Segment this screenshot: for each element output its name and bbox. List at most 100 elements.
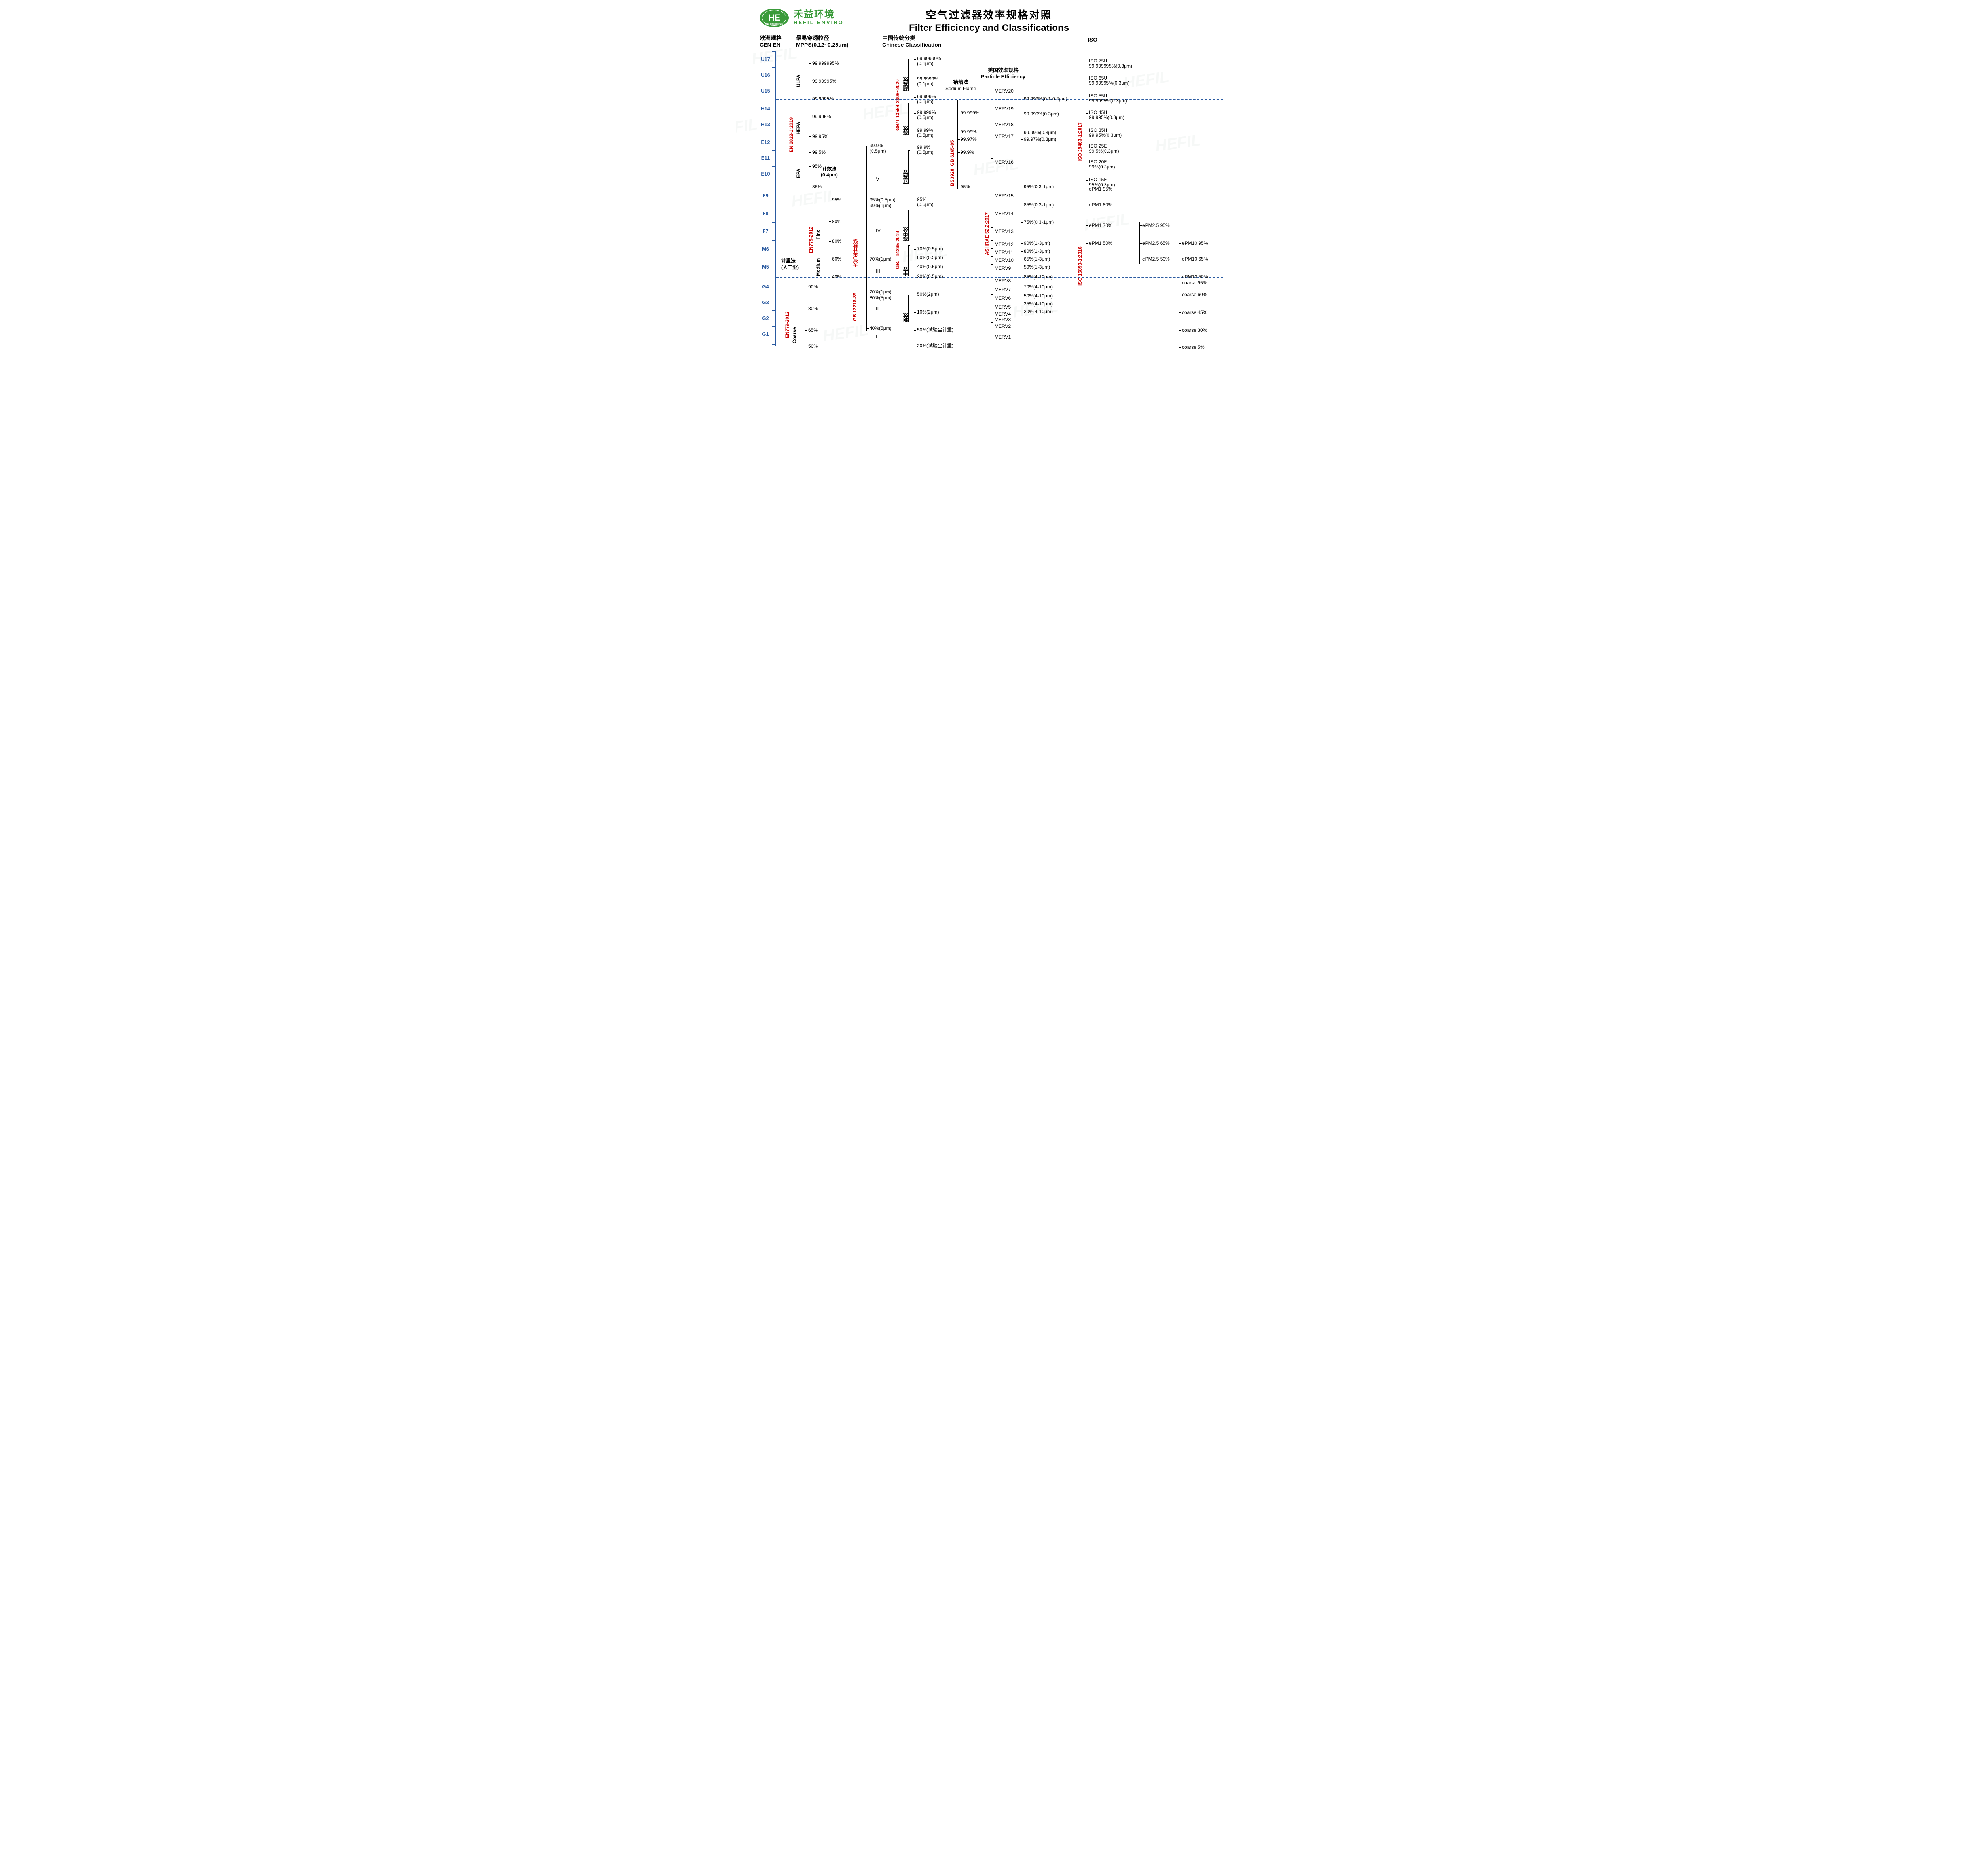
count-group-bracket <box>822 195 824 239</box>
cen-grade: M6 <box>758 246 773 252</box>
merv-eff-value: 85%(0.3-1μm) <box>1024 202 1054 208</box>
count-title: 计数法(0.4μm) <box>821 165 838 178</box>
mpps-group-label: ULPA <box>796 59 801 87</box>
merv-eff-tick <box>1021 243 1023 244</box>
merv-title: 美国效率规格 Particle Efficiency <box>981 67 1025 80</box>
iso-tick <box>1179 347 1181 348</box>
sodium-title: 钠焰法 Sodium Flame <box>945 79 976 91</box>
atm-class: IV <box>876 227 881 233</box>
merv-grade: MERV4 <box>995 311 1011 317</box>
merv-eff-tick <box>1021 251 1023 252</box>
count-value: 80% <box>832 239 841 244</box>
iso-std1: ISO 29463-1:2017 <box>1077 93 1083 161</box>
sodium-value: 99.97% <box>961 136 977 142</box>
merv-grade: MERV20 <box>995 88 1014 94</box>
count-value: 95% <box>832 197 841 203</box>
merv-eff-value: 99.99%(0.3μm) <box>1024 130 1056 135</box>
atm-axis <box>866 146 867 331</box>
atm-tick <box>866 328 869 329</box>
merv-tick <box>991 248 993 249</box>
merv-grade: MERV1 <box>995 334 1011 340</box>
cen-tick <box>772 51 775 52</box>
mpps-value: 99.95% <box>812 134 828 139</box>
cen-grade: U17 <box>758 56 773 62</box>
mpps-value: 99.995% <box>812 114 831 119</box>
iso-epm10-value: coarse 60% <box>1182 292 1207 297</box>
cen-tick <box>772 222 775 223</box>
chinese-group-label: 亚高效 <box>902 150 909 184</box>
merv-tick <box>991 240 993 241</box>
chinese-value: 50%(2μm) <box>917 292 939 297</box>
chinese-value: 40%(0.5μm) <box>917 264 943 269</box>
merv-eff-value: 35%(4-10μm) <box>1024 301 1053 307</box>
count-value: 60% <box>832 256 841 262</box>
sodium-value: 99.99% <box>961 129 977 134</box>
merv-std: ASHRAE 52.2:2017 <box>984 194 990 255</box>
sodium-std: BS3928, GB 6165-85 <box>949 131 955 186</box>
mpps-value: 85% <box>812 184 822 189</box>
atm-class: V <box>876 176 879 182</box>
mpps-tick <box>809 152 811 153</box>
chinese-value: 10%(2μm) <box>917 310 939 315</box>
count-tick <box>829 241 831 242</box>
cen-grade: E10 <box>758 171 773 177</box>
section-divider <box>776 277 1223 278</box>
mpps-group-bracket <box>802 59 804 87</box>
weight-group-label: Coarse <box>792 281 797 343</box>
atm-value: 95%(0.5μm) <box>870 197 896 203</box>
count-group-label: Fine <box>815 195 821 239</box>
merv-tick <box>991 227 993 228</box>
cen-grade: F8 <box>758 210 773 216</box>
sodium-title-en: Sodium Flame <box>945 86 976 91</box>
merv-grade: MERV17 <box>995 134 1014 139</box>
merv-tick <box>991 322 993 323</box>
count-group-label: Medium <box>815 242 821 276</box>
mpps-tick <box>809 166 811 167</box>
chinese-value: 99.9999%(0.1μm) <box>917 76 938 87</box>
cen-tick <box>772 310 775 311</box>
mpps-value: 95% <box>812 163 822 169</box>
weight-std: EN779-2012 <box>784 293 790 338</box>
mpps-group-label: EPA <box>796 146 801 178</box>
mpps-title: 最易穿透粒径 MPPS(0.12~0.25μm) <box>796 35 849 48</box>
title-cn: 空气过滤器效率规格对照 <box>736 7 1242 22</box>
mpps-std: EN 1822-1:2019 <box>788 97 794 152</box>
merv-eff-value: 65%(1-3μm) <box>1024 256 1050 262</box>
classification-chart: 欧洲规格 CEN ENU17U16U15H14H13E12E11E10F9F8F… <box>760 40 1230 356</box>
merv-grade: MERV15 <box>995 193 1014 199</box>
iso-epm10-value: coarse 5% <box>1182 345 1205 350</box>
sodium-value: 95% <box>961 184 970 189</box>
mpps-tick <box>809 136 811 137</box>
cen-grade: E12 <box>758 139 773 145</box>
chinese-tick <box>914 249 916 250</box>
mpps-group-label: HEPA <box>796 98 801 134</box>
merv-eff-value: 99.999%(0.3μm) <box>1024 111 1059 117</box>
cen-grade: H13 <box>758 121 773 127</box>
sodium-tick <box>957 152 960 153</box>
iso-tick <box>1179 243 1181 244</box>
iso-title: ISO <box>1088 36 1097 43</box>
mpps-value: 99.9995% <box>812 96 834 102</box>
mpps-value: 99.5% <box>812 150 826 155</box>
iso-value: ISO 45H99.995%(0.3μm) <box>1089 110 1124 120</box>
chinese-title-cn: 中国传统分类 <box>882 35 915 41</box>
cen-grade: G4 <box>758 284 773 290</box>
iso-value: ISO 35H99.95%(0.3μm) <box>1089 128 1122 138</box>
iso-epm1-value: ePM1 70% <box>1089 223 1112 228</box>
merv-eff-value: 75%(0.3-1μm) <box>1024 220 1054 225</box>
iso-epm1-value: ePM1 50% <box>1089 240 1112 246</box>
chinese-tick <box>914 97 916 98</box>
cen-grade: U15 <box>758 88 773 94</box>
iso-epm10-value: ePM10 65% <box>1182 256 1208 262</box>
count-tick <box>829 221 831 222</box>
merv-grade: MERV11 <box>995 250 1013 255</box>
sodium-title-cn: 钠焰法 <box>953 79 968 85</box>
iso-epm10-value: coarse 30% <box>1182 327 1207 333</box>
iso-tick <box>1086 225 1088 226</box>
weight-value: 90% <box>808 284 818 290</box>
atm-class: III <box>876 268 880 274</box>
merv-eff-value: 80%(1-3μm) <box>1024 248 1050 254</box>
weight-value: 80% <box>808 306 818 311</box>
cen-grade: E11 <box>758 155 773 161</box>
chinese-value: 99.9%(0.5μm) <box>917 145 934 155</box>
